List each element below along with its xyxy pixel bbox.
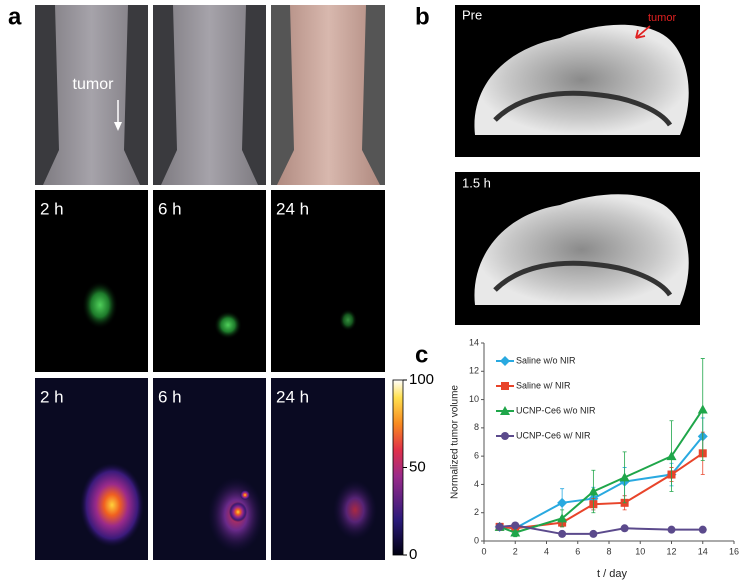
colorbar [392, 379, 404, 556]
marker [557, 497, 568, 508]
colorbar-tick-label: 50 [409, 458, 426, 475]
y-tick-label: 4 [474, 479, 479, 489]
photo-row [35, 5, 385, 185]
time-label: 2 h [40, 199, 64, 218]
legend-label: Saline w/ NIR [516, 380, 571, 390]
x-tick-label: 14 [698, 546, 708, 556]
y-tick-label: 12 [469, 366, 479, 376]
marker [698, 525, 707, 534]
x-tick-label: 0 [481, 546, 486, 556]
x-tick-label: 8 [606, 546, 611, 556]
legend-marker [501, 382, 509, 390]
legend-label: Saline w/o NIR [516, 355, 576, 365]
legend-marker [500, 406, 510, 415]
marker [557, 513, 568, 523]
legend-label: UCNP-Ce6 w/ NIR [516, 430, 591, 440]
x-tick-label: 12 [666, 546, 676, 556]
marker [510, 527, 521, 537]
x-tick-label: 10 [635, 546, 645, 556]
arrow-head [114, 122, 122, 131]
marker [666, 451, 677, 461]
y-tick-label: 14 [469, 337, 479, 347]
annotation: tumor [73, 76, 115, 93]
mri-image [455, 5, 700, 157]
marker [511, 521, 520, 530]
y-tick-label: 0 [474, 535, 479, 545]
marker [697, 404, 708, 414]
legend-label: UCNP-Ce6 w/o NIR [516, 405, 596, 415]
legend-marker [501, 432, 509, 440]
marker [619, 472, 630, 482]
heatmap-row [35, 378, 385, 560]
x-axis-label: t / day [597, 568, 627, 580]
mri-image [455, 172, 700, 325]
time-label: 24 h [276, 387, 309, 406]
marker [667, 525, 676, 534]
x-tick-label: 4 [544, 546, 549, 556]
y-tick-label: 8 [474, 422, 479, 432]
fluorescence-row [35, 190, 385, 372]
time-label: 6 h [158, 387, 182, 406]
time-label: 2 h [40, 387, 64, 406]
marker [558, 529, 567, 538]
colorbar-tick-label: 100 [409, 371, 434, 388]
marker [588, 486, 599, 496]
series-line [499, 452, 704, 530]
y-tick-label: 10 [469, 394, 479, 404]
y-tick-label: 6 [474, 451, 479, 461]
panel-label: c [415, 341, 428, 368]
x-tick-label: 6 [575, 546, 580, 556]
panel-label: b [415, 3, 430, 30]
arrow [635, 25, 651, 39]
annotation: tumor [648, 12, 676, 24]
image-label: 1.5 h [462, 175, 491, 190]
marker [620, 524, 629, 533]
series-line [499, 435, 704, 530]
panel-label: a [8, 3, 22, 30]
image-label: Pre [462, 7, 482, 22]
marker [589, 529, 598, 538]
x-tick-label: 16 [729, 546, 739, 556]
y-axis-label: Normalized tumor volume [450, 385, 461, 499]
y-tick-label: 2 [474, 507, 479, 517]
legend-marker [500, 356, 510, 366]
x-tick-label: 2 [513, 546, 518, 556]
time-label: 24 h [276, 199, 309, 218]
time-label: 6 h [158, 199, 182, 218]
colorbar-tick-label: 0 [409, 546, 417, 563]
marker [495, 522, 504, 531]
